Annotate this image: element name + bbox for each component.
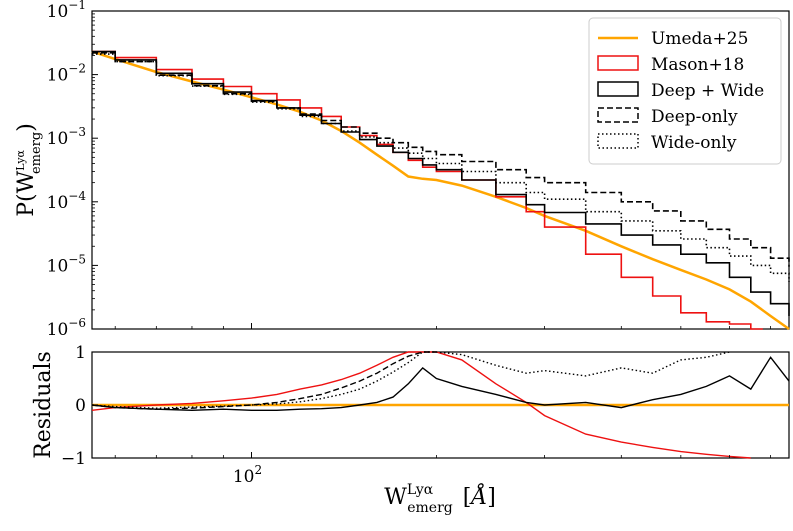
legend-label-deeponly: Deep-only [651, 107, 738, 127]
main-y-tick-label: 10−2 [47, 62, 86, 86]
residual-y-tick-label: 1 [75, 343, 86, 363]
tick-group: 10−6 10−5 10−4 10−3 10−2 10−1 −1 0 1 102 [47, 0, 771, 487]
legend-label-deepwide: Deep + Wide [651, 81, 764, 101]
main-series-1 [92, 50, 763, 330]
main-series-group [91, 50, 790, 331]
x-tick-label: 102 [233, 463, 262, 487]
main-y-tick-label: 10−3 [47, 125, 86, 149]
x-axis-label: WLyα emerg [Å] [384, 482, 496, 516]
main-series-3 [92, 52, 790, 267]
legend-label-umeda: Umeda+25 [651, 29, 748, 49]
residual-y-tick-label: 0 [75, 396, 86, 416]
residual-y-tick-label: −1 [61, 449, 86, 469]
legend-label-mason: Mason+18 [651, 55, 744, 75]
main-y-tick-label: 10−4 [47, 189, 87, 213]
main-y-axis-label: P(WLyα emerg) [14, 123, 44, 217]
residual-series-3 [91, 351, 437, 410]
legend-swatch-deeponly [597, 107, 639, 123]
residuals-series-group [91, 351, 790, 459]
legend-swatch-mason [597, 55, 639, 71]
legend-box [588, 17, 782, 165]
legend-label-wideonly: Wide-only [651, 133, 737, 153]
main-y-tick-label: 10−5 [47, 252, 86, 276]
residual-series-1 [91, 351, 751, 459]
legend-swatch-wideonly [597, 133, 639, 149]
main-plot-frame [91, 10, 790, 330]
main-series-0 [91, 50, 790, 331]
residual-series-2 [91, 356, 790, 412]
legend: Umeda+25 Mason+18 Deep + Wide Deep-only … [588, 17, 782, 165]
legend-swatch-deepwide [597, 81, 639, 97]
residual-series-4 [91, 351, 730, 409]
main-y-tick-label: 10−6 [47, 316, 86, 340]
main-y-tick-label: 10−1 [47, 0, 86, 22]
residuals-y-axis-label: Residuals [31, 351, 56, 459]
